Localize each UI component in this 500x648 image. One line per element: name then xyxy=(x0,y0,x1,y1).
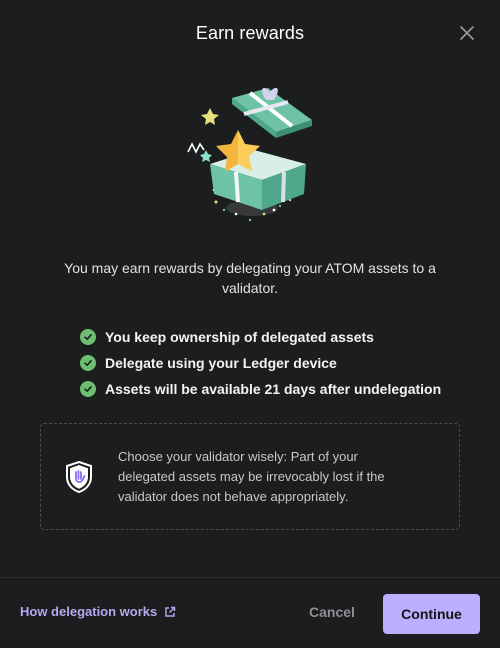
check-circle-icon xyxy=(80,355,96,371)
list-item-label: You keep ownership of delegated assets xyxy=(105,329,374,345)
validator-warning: Choose your validator wisely: Part of yo… xyxy=(40,423,460,530)
list-item-label: Delegate using your Ledger device xyxy=(105,355,337,371)
list-item: Assets will be available 21 days after u… xyxy=(80,376,470,402)
modal-footer: How delegation works Cancel Continue xyxy=(0,577,500,648)
modal-header: Earn rewards xyxy=(0,0,500,66)
gift-box-illustration xyxy=(187,87,312,222)
check-circle-icon xyxy=(80,329,96,345)
gift-lid xyxy=(232,87,312,138)
modal-title: Earn rewards xyxy=(195,22,305,43)
cancel-button[interactable]: Cancel xyxy=(309,604,355,620)
list-item-label: Assets will be available 21 days after u… xyxy=(105,381,442,397)
close-icon xyxy=(460,26,474,40)
check-circle-icon xyxy=(80,381,96,397)
close-button[interactable] xyxy=(456,22,478,44)
intro-text: You may earn rewards by delegating your … xyxy=(64,260,436,296)
continue-button[interactable]: Continue xyxy=(383,594,480,634)
warning-text: Choose your validator wisely: Part of yo… xyxy=(118,448,385,504)
link-label: How delegation works xyxy=(20,604,158,619)
shield-icon xyxy=(66,460,92,493)
benefits-list: You keep ownership of delegated assets D… xyxy=(80,324,470,402)
gift-box xyxy=(210,150,306,210)
list-item: You keep ownership of delegated assets xyxy=(80,324,470,350)
external-link-icon xyxy=(165,606,176,617)
list-item: Delegate using your Ledger device xyxy=(80,350,470,376)
how-delegation-works-link[interactable]: How delegation works xyxy=(20,604,176,619)
